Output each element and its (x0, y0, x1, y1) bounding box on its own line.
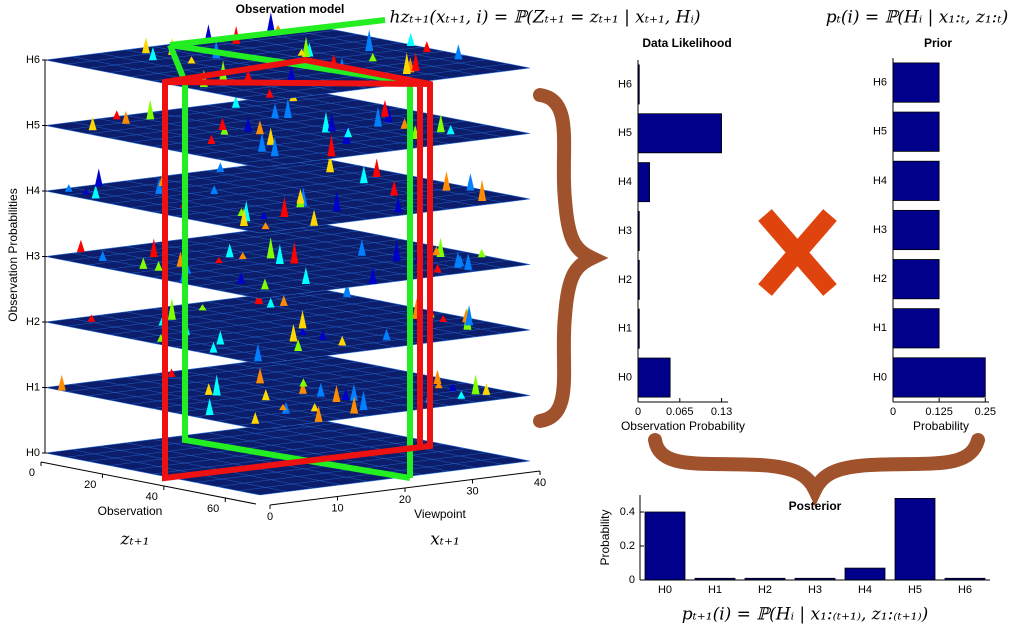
x-tick-label: 0.25 (975, 406, 996, 418)
x-tick-label: 0.065 (666, 406, 694, 418)
y-tick-label: H0 (618, 371, 632, 383)
surface-peak (58, 375, 66, 391)
x-tick-label: H3 (808, 584, 822, 596)
surface-peak (216, 162, 224, 172)
bar (638, 358, 670, 397)
brace (655, 440, 978, 490)
y-tick-label: H3 (618, 225, 632, 237)
formula: hzₜ₊₁(xₜ₊₁, i) = ℙ(Zₜ₊₁ = zₜ₊₁ | xₜ₊₁, H… (390, 8, 701, 28)
x-tick-label: 0.125 (925, 406, 953, 418)
formula: pₜ(i) = ℙ(Hᵢ | x₁:ₜ, z₁:ₜ) (826, 8, 1008, 28)
y-tick-label: H6 (873, 76, 887, 88)
x-axis-label: Observation Probability (621, 419, 745, 433)
surface-peak (454, 44, 462, 59)
layer-label: H3 (26, 250, 40, 262)
chart-title: Prior (924, 36, 952, 50)
formula: pₜ₊₁(i) = ℙ(Hᵢ | x₁:₍ₜ₊₁₎, z₁:₍ₜ₊₁₎) (682, 605, 929, 625)
y-tick-label: H3 (873, 224, 887, 236)
y-tick-label: 0.4 (620, 506, 635, 518)
x-tick-label: H5 (908, 584, 922, 596)
x-axis-symbol: zₜ₊₁ (120, 530, 150, 550)
x-tick-label: 0 (29, 467, 35, 479)
z-tick-label: 0 (267, 511, 273, 523)
y-tick-label: H2 (873, 273, 887, 285)
surface-peak (442, 171, 450, 191)
y-tick-label: H2 (618, 274, 632, 286)
x-tick-label: H4 (858, 584, 872, 596)
surface-peak (373, 158, 381, 177)
z-tick-label: 20 (399, 494, 411, 506)
layer-label: H2 (26, 316, 40, 328)
bar (638, 114, 722, 153)
bar (893, 309, 939, 348)
x-tick-label: H1 (708, 584, 722, 596)
surface-peak (113, 110, 121, 119)
y-tick-label: 0 (629, 574, 635, 586)
layer-label: H1 (26, 381, 40, 393)
chart-title: Posterior (789, 499, 842, 513)
bar (895, 498, 935, 580)
y-tick-label: 0.2 (620, 540, 635, 552)
surface-peak (146, 100, 154, 120)
x-tick-label: 40 (146, 491, 158, 503)
surface-peak (466, 173, 474, 190)
surface-peak (423, 41, 431, 52)
y-tick-label: H0 (873, 371, 887, 383)
brace (540, 95, 592, 421)
x-tick-label: 0 (635, 406, 641, 418)
y-axis-label: Probability (598, 509, 612, 565)
surface-peak (478, 249, 486, 257)
x-tick-label: H6 (958, 584, 972, 596)
y-tick-label: H4 (618, 176, 632, 188)
figure: Observation model Observation Probabiliti… (0, 0, 1020, 637)
z-axis-symbol: xₜ₊₁ (430, 530, 460, 550)
y-tick-label: H1 (873, 322, 887, 334)
y-axis-label: Observation Probabilities (6, 188, 20, 321)
x-axis-label: Probability (913, 419, 969, 433)
bar (893, 259, 939, 298)
bar (645, 512, 685, 580)
surface-peak (407, 33, 415, 46)
z-tick-label: 10 (331, 502, 343, 514)
z-tick-label: 30 (466, 485, 478, 497)
z-axis-label: Viewpoint (414, 507, 466, 521)
y-tick-label: H5 (873, 126, 887, 138)
bar (893, 112, 939, 151)
y-tick-label: H4 (873, 175, 887, 187)
bar (893, 358, 985, 397)
x-tick-label: 0 (890, 406, 896, 418)
layer-label: H6 (26, 54, 40, 66)
x-tick-label: H2 (758, 584, 772, 596)
surface-peak (142, 37, 150, 53)
x-tick-label: H0 (658, 584, 672, 596)
y-tick-label: H6 (618, 78, 632, 90)
y-tick-label: H5 (618, 127, 632, 139)
z-tick-label: 40 (534, 477, 546, 489)
chart-title: Observation model (236, 2, 345, 16)
bar (893, 210, 939, 249)
bar (893, 161, 939, 200)
bar (893, 63, 939, 102)
y-tick-label: H1 (618, 323, 632, 335)
bar (638, 163, 650, 202)
multiply-sign (765, 215, 830, 290)
surface-peak (77, 240, 85, 252)
layer-label: H4 (26, 185, 40, 197)
layer-label: H5 (26, 119, 40, 131)
surface-peak (95, 168, 103, 186)
x-tick-label: 20 (84, 479, 96, 491)
x-tick-label: 0.13 (711, 406, 732, 418)
layer-label: H0 (26, 447, 40, 459)
x-tick-label: 60 (207, 503, 219, 515)
chart-title: Data Likelihood (642, 36, 731, 50)
bar (845, 568, 885, 580)
x-axis-label: Observation (98, 504, 163, 518)
